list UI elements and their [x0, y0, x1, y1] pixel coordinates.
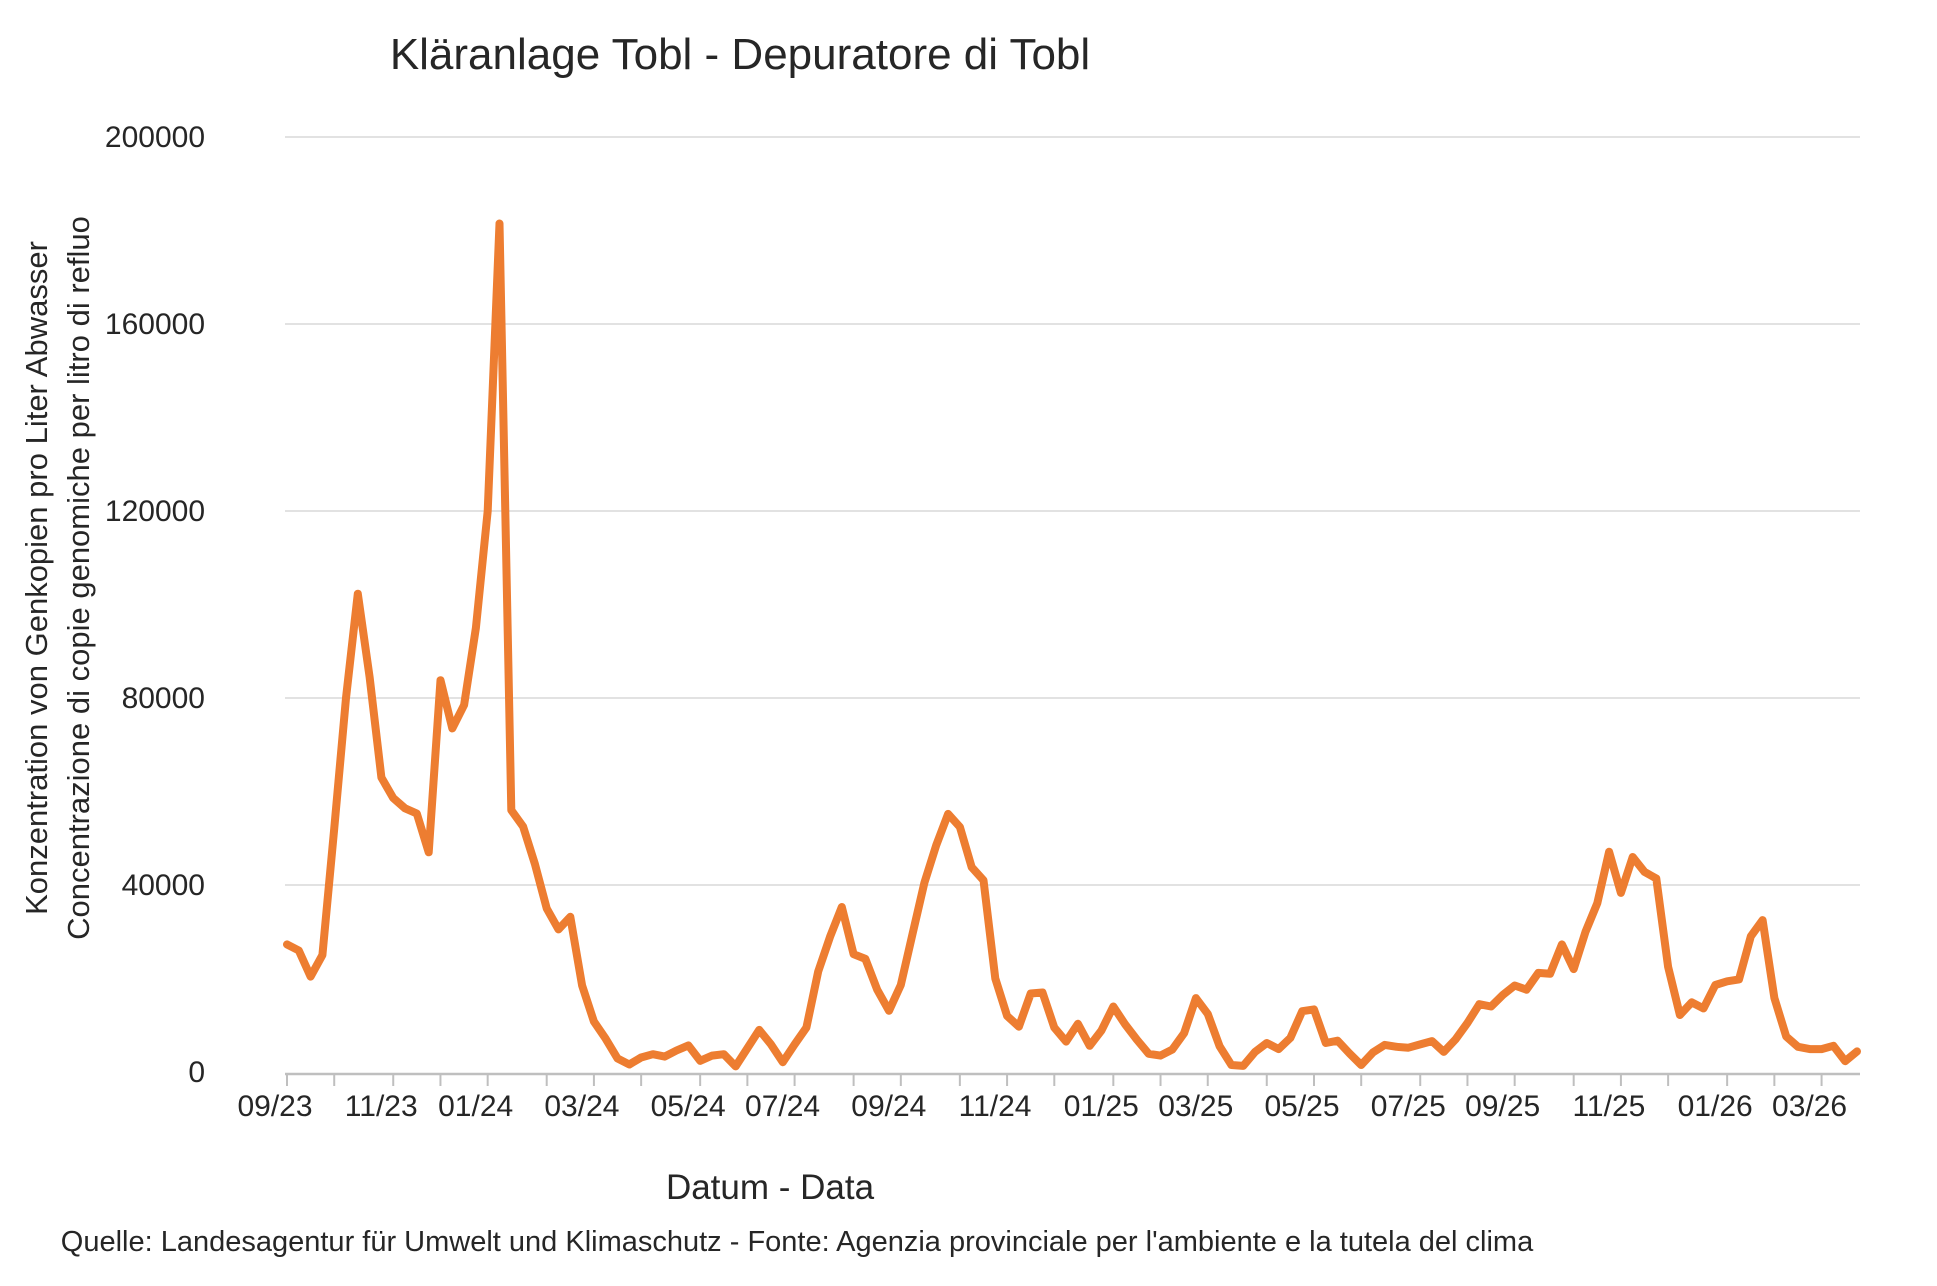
source-note: Quelle: Landesagentur für Umwelt und Kli… [60, 1226, 1534, 1258]
x-tick-label: 03/25 [1158, 1090, 1233, 1123]
x-tick-label: 09/25 [1465, 1090, 1540, 1123]
chart-title: Kläranlage Tobl - Depuratore di Tobl [389, 30, 1091, 79]
x-axis-title: Datum - Data [665, 1168, 875, 1207]
x-tick-label: 11/25 [1572, 1090, 1645, 1123]
y-tick-label: 40000 [122, 869, 205, 902]
x-tick-label: 05/25 [1264, 1090, 1339, 1123]
x-tick-label: 11/23 [345, 1090, 418, 1123]
y-tick-label: 80000 [122, 682, 205, 715]
x-tick-label: 03/26 [1772, 1090, 1847, 1123]
x-tick-label: 07/24 [745, 1090, 820, 1123]
x-tick-label: 01/26 [1678, 1090, 1753, 1123]
x-tick-label: 09/23 [237, 1090, 312, 1123]
y-tick-label: 0 [188, 1056, 205, 1089]
y-tick-label: 200000 [105, 121, 205, 154]
x-tick-label: 01/24 [438, 1090, 513, 1123]
concentration-series-line [283, 219, 1861, 1071]
x-tick-label: 09/24 [851, 1090, 926, 1123]
x-tick-label: 07/25 [1371, 1090, 1446, 1123]
x-tick-label: 01/25 [1064, 1090, 1139, 1123]
x-tick-label: 03/24 [544, 1090, 619, 1123]
x-tick-label: 11/24 [959, 1090, 1032, 1123]
x-tick-label: 05/24 [651, 1090, 726, 1123]
y-tick-label: 120000 [105, 495, 205, 528]
y-tick-label: 160000 [105, 308, 205, 341]
